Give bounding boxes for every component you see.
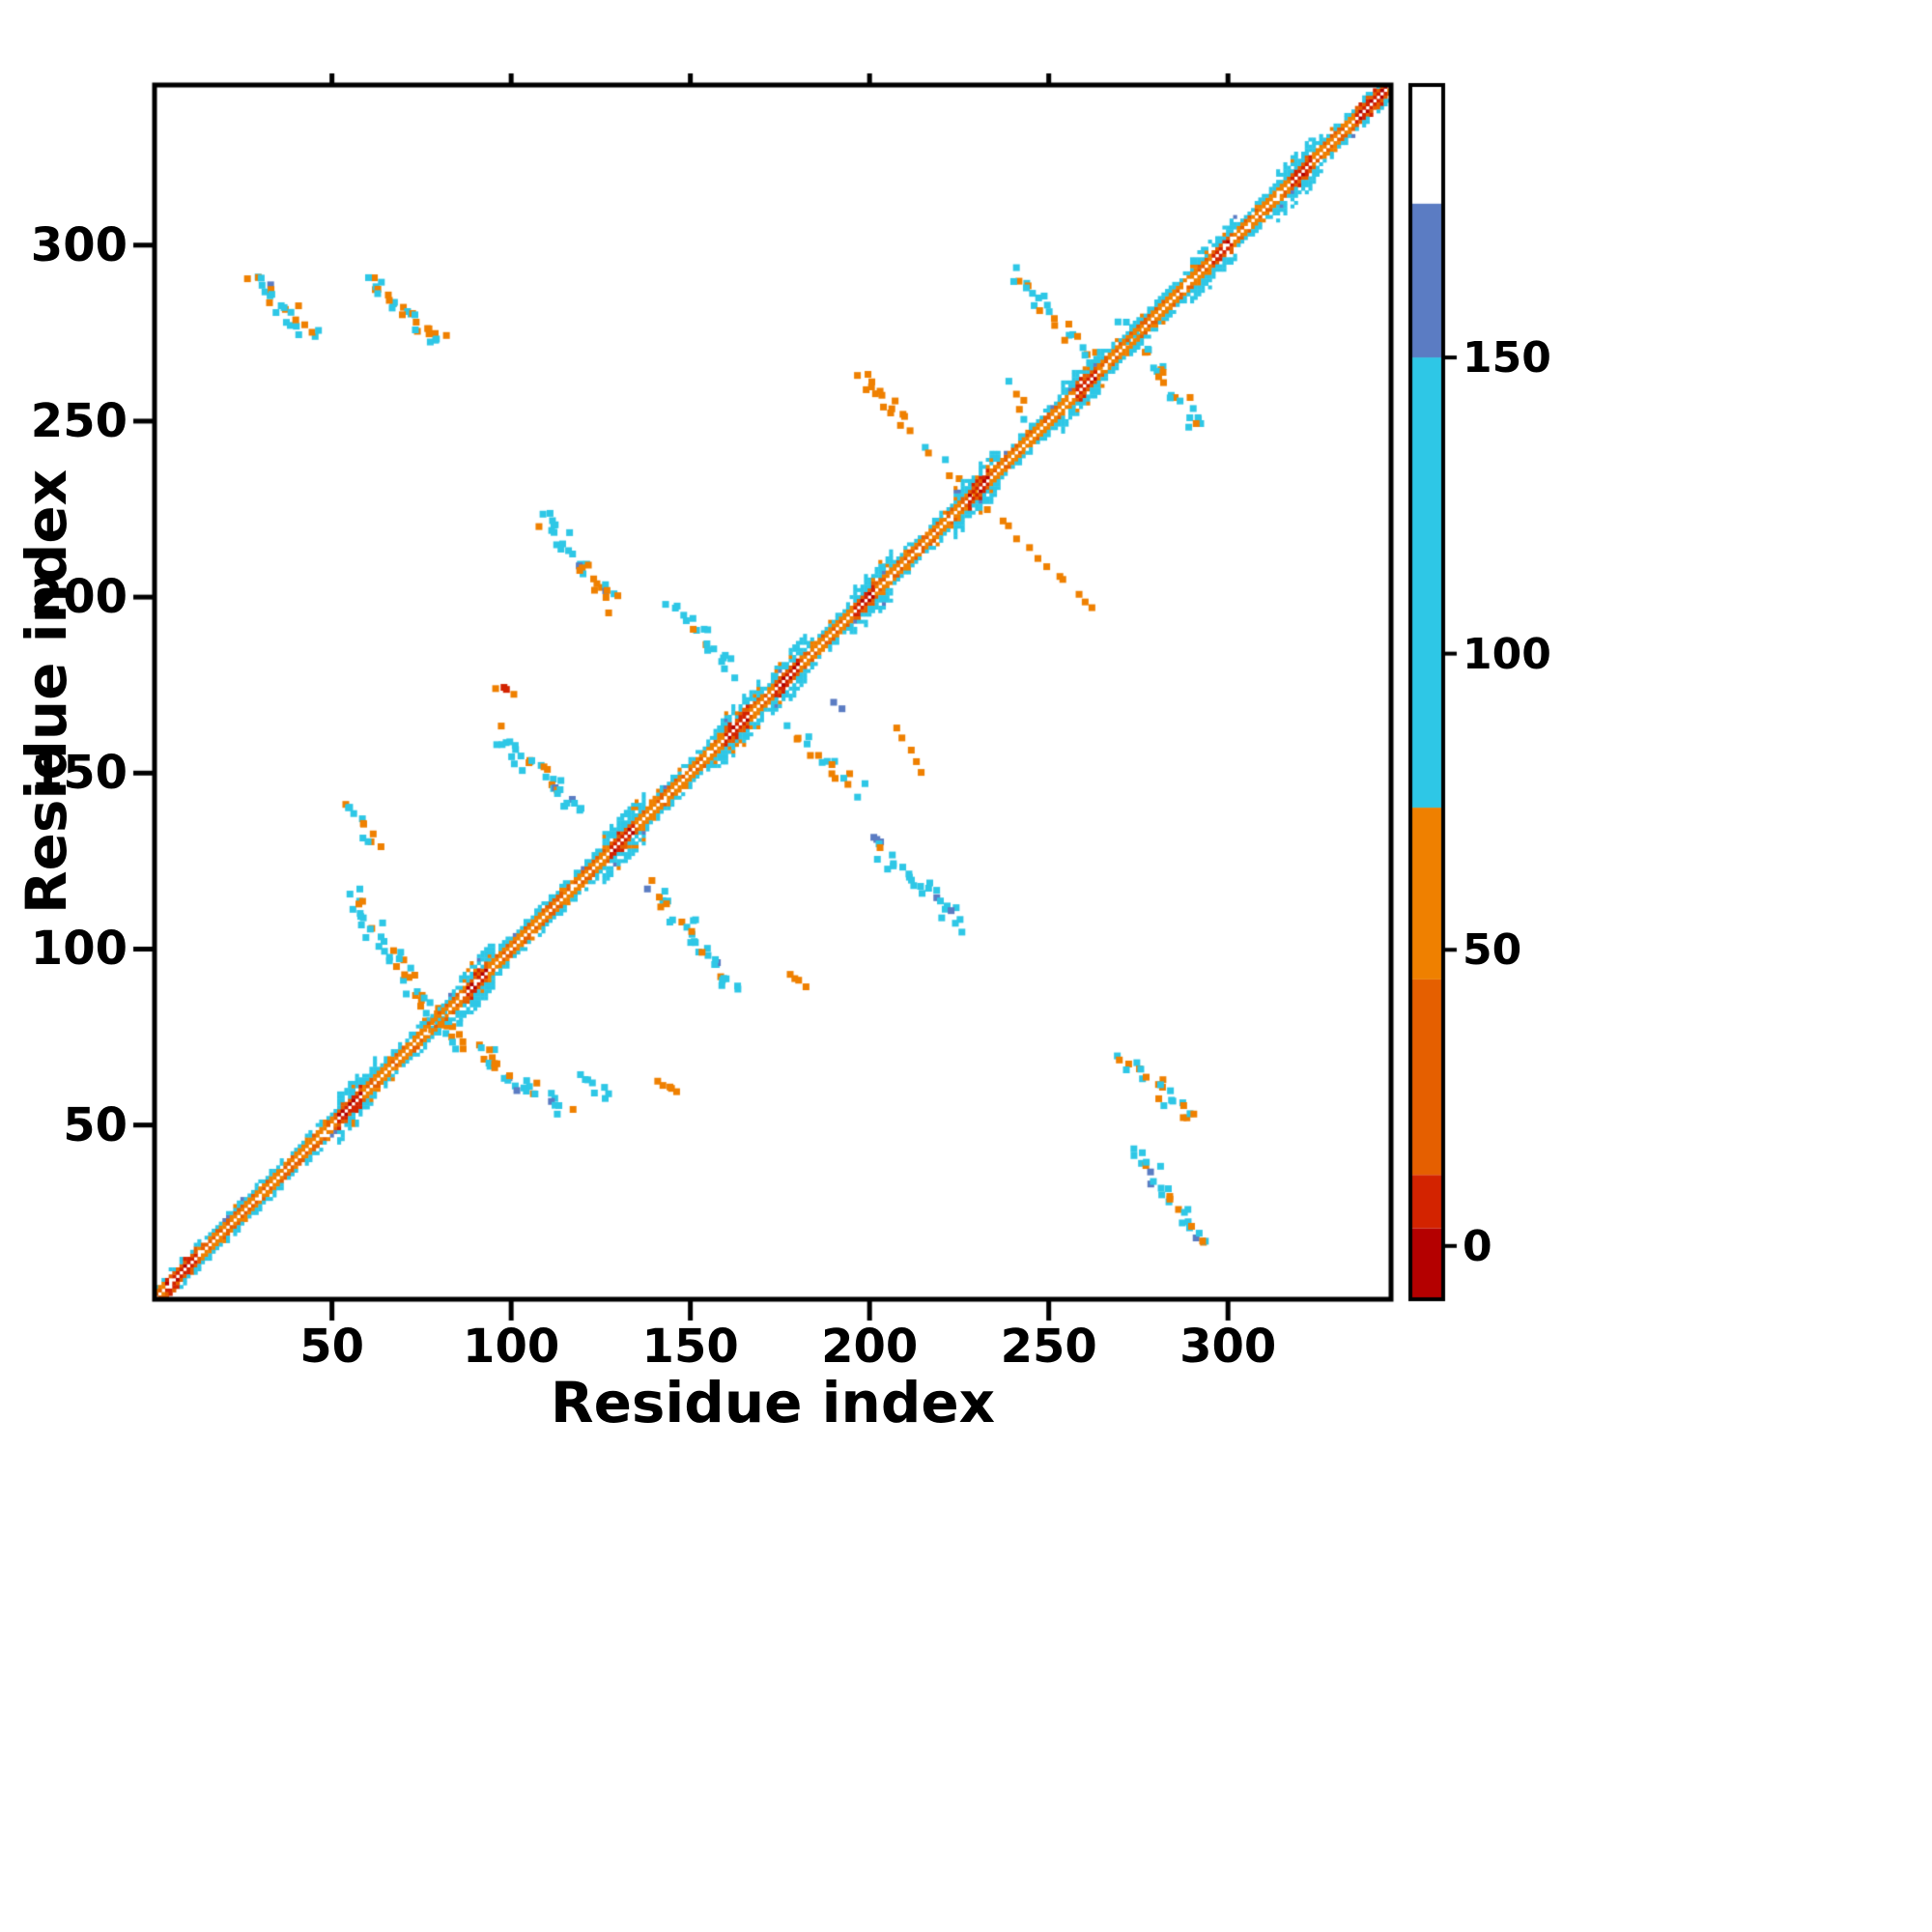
x-tick-label: 50 — [299, 1320, 365, 1374]
x-tick-label: 100 — [463, 1320, 560, 1374]
colorbar-tick-label: 100 — [1463, 629, 1551, 679]
y-tick-label: 300 — [30, 217, 128, 272]
colorbar — [1410, 85, 1443, 1299]
y-tick-label: 50 — [63, 1097, 128, 1152]
colorbar-tick-label: 50 — [1463, 925, 1522, 976]
colorbar-tick-label: 150 — [1463, 333, 1551, 384]
y-axis-title: Residue index — [14, 469, 79, 915]
y-tick-label: 100 — [30, 922, 128, 977]
colorbar-tick-label: 0 — [1463, 1221, 1492, 1271]
x-tick-label: 150 — [641, 1320, 739, 1374]
x-tick-label: 200 — [821, 1320, 919, 1374]
x-axis-title: Residue index — [550, 1370, 996, 1435]
y-tick-label: 150 — [30, 746, 128, 801]
y-tick-label: 200 — [30, 570, 128, 625]
plot-area — [155, 85, 1391, 1299]
x-tick-label: 250 — [1000, 1320, 1097, 1374]
x-tick-label: 300 — [1179, 1320, 1277, 1374]
y-tick-label: 250 — [30, 393, 128, 448]
